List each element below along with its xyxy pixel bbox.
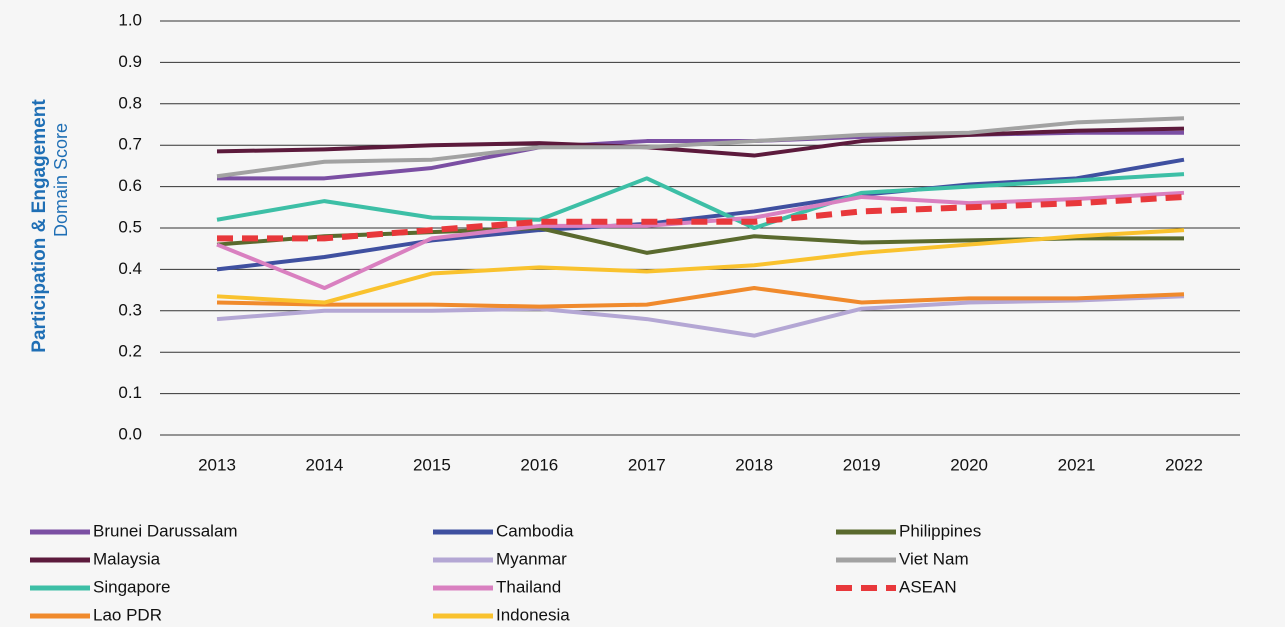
y-tick-label: 0.5 xyxy=(118,217,142,236)
x-tick-label: 2017 xyxy=(628,455,666,474)
legend-label: Lao PDR xyxy=(93,605,162,624)
x-tick-label: 2019 xyxy=(843,455,881,474)
x-tick-label: 2018 xyxy=(735,455,773,474)
x-tick-label: 2022 xyxy=(1165,455,1203,474)
x-tick-label: 2016 xyxy=(520,455,558,474)
legend-label: Viet Nam xyxy=(899,549,969,568)
legend-label: ASEAN xyxy=(899,577,957,596)
series-line xyxy=(216,157,1185,272)
x-tick-label: 2014 xyxy=(306,455,344,474)
series-line xyxy=(216,286,1185,309)
series-line xyxy=(216,228,1185,305)
x-tick-label: 2021 xyxy=(1058,455,1096,474)
y-tick-label: 0.2 xyxy=(118,342,142,361)
series-line xyxy=(217,130,1184,181)
series-line xyxy=(216,116,1185,179)
y-axis-sublabel: Domain Score xyxy=(51,123,71,237)
y-tick-label: 0.1 xyxy=(118,383,142,402)
series-line xyxy=(216,294,1185,338)
series-line xyxy=(216,172,1185,230)
legend-label: Singapore xyxy=(93,577,171,596)
x-tick-label: 2015 xyxy=(413,455,451,474)
series-line xyxy=(217,193,1185,242)
legend-label: Indonesia xyxy=(496,605,570,624)
y-tick-label: 0.0 xyxy=(118,424,142,443)
y-axis-label: Participation & Engagement xyxy=(29,99,50,353)
y-tick-label: 0.7 xyxy=(118,135,142,154)
series-line xyxy=(216,126,1185,158)
legend-label: Cambodia xyxy=(496,521,574,540)
y-tick-label: 0.3 xyxy=(118,300,142,319)
y-tick-label: 1.0 xyxy=(118,10,142,29)
legend-label: Thailand xyxy=(496,577,561,596)
legend-label: Myanmar xyxy=(496,549,567,568)
x-tick-label: 2013 xyxy=(198,455,236,474)
x-tick-label: 2020 xyxy=(950,455,988,474)
legend-label: Brunei Darussalam xyxy=(93,521,238,540)
y-tick-label: 0.6 xyxy=(118,176,142,195)
y-tick-label: 0.4 xyxy=(118,259,142,278)
y-tick-label: 0.8 xyxy=(118,93,142,112)
legend-label: Philippines xyxy=(899,521,981,540)
y-tick-label: 0.9 xyxy=(118,52,142,71)
legend-label: Malaysia xyxy=(93,549,161,568)
